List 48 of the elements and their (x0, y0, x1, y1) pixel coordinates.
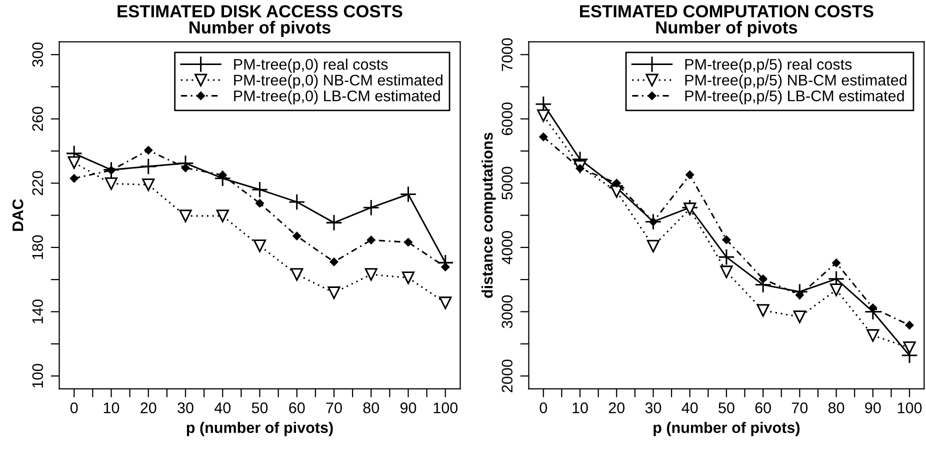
y-axis-title: distance computations (482, 132, 496, 298)
y-tick-label: 2000 (502, 360, 513, 392)
x-tick-label: 70 (792, 402, 808, 414)
y-tick-label: 5000 (502, 166, 513, 200)
x-tick-label: 100 (434, 402, 458, 414)
x-axis-title: p (number of pivots) (186, 422, 333, 436)
chart-subtitle: Number of pivots (190, 20, 330, 38)
x-tick-label: 10 (572, 402, 588, 414)
x-tick-label: 70 (326, 402, 342, 414)
x-tick-label: 60 (755, 402, 771, 414)
x-tick-label: 80 (363, 402, 380, 414)
x-tick-label: 60 (289, 402, 305, 414)
x-tick-label: 30 (645, 402, 662, 414)
x-tick-label: 40 (214, 402, 231, 414)
y-axis-title: DAC (12, 199, 24, 231)
y-tick-label: 180 (32, 235, 44, 260)
x-tick-label: 40 (682, 402, 698, 414)
legend-label: PM-tree(p,0) real costs (234, 58, 388, 73)
y-tick-label: 6000 (502, 102, 513, 136)
y-tick-label: 300 (32, 42, 44, 67)
chart-subtitle: Number of pivots (656, 20, 798, 38)
legend-label: PM-tree(p,p/5) NB-CM estimated (685, 74, 906, 89)
x-tick-label: 50 (252, 402, 268, 414)
x-axis-title: p (number of pivots) (654, 422, 800, 436)
legend-label: PM-tree(p,0) LB-CM estimated (234, 90, 440, 104)
y-tick-label: 220 (32, 171, 44, 196)
y-tick-label: 4000 (502, 231, 513, 264)
y-tick-label: 3000 (502, 295, 513, 328)
x-tick-label: 90 (865, 402, 881, 414)
x-tick-label: 0 (540, 402, 548, 414)
x-tick-label: 90 (400, 402, 416, 414)
x-tick-label: 80 (828, 402, 844, 414)
chart-title: ESTIMATED COMPUTATION COSTS (580, 5, 874, 18)
x-tick-label: 20 (140, 402, 156, 414)
chart-title: ESTIMATED DISK ACCESS COSTS (118, 5, 402, 18)
y-tick-label: 7000 (502, 38, 513, 71)
x-tick-label: 50 (718, 402, 734, 414)
legend-label: PM-tree(p,0) NB-CM estimated (234, 74, 442, 89)
x-tick-label: 100 (898, 402, 922, 414)
y-tick-label: 100 (32, 364, 44, 388)
x-tick-label: 30 (178, 402, 194, 414)
legend-label: PM-tree(p,p/5) real costs (685, 58, 852, 73)
y-tick-label: 140 (32, 300, 44, 324)
x-tick-label: 0 (70, 402, 78, 414)
legend-label: PM-tree(p,p/5) LB-CM estimated (685, 90, 904, 104)
y-tick-label: 260 (32, 106, 44, 131)
x-tick-label: 20 (608, 402, 625, 414)
x-tick-label: 10 (104, 402, 120, 414)
